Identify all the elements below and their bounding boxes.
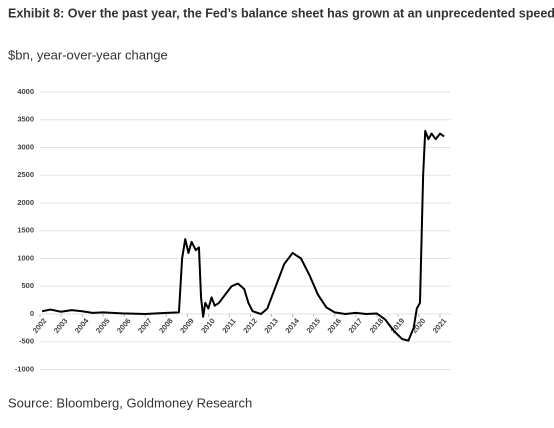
- y-tick-label: 1500: [17, 226, 34, 235]
- y-tick-label: 2500: [17, 170, 34, 179]
- data-line: [41, 129, 445, 342]
- y-tick-label: 3500: [17, 115, 34, 124]
- x-tick-label: 2003: [52, 316, 70, 335]
- x-tick-label: 2007: [136, 316, 154, 335]
- x-tick-label: 2011: [220, 317, 237, 335]
- x-tick-label: 2009: [178, 316, 196, 335]
- y-tick-label: -500: [19, 337, 34, 346]
- chart-subtitle: $bn, year-over-year change: [8, 47, 168, 62]
- y-tick-label: 0: [30, 309, 34, 318]
- x-tick-label: 2006: [115, 316, 133, 335]
- x-tick-label: 2019: [389, 316, 407, 335]
- x-tick-label: 2012: [241, 316, 259, 335]
- x-tick-label: 2016: [326, 316, 344, 335]
- y-tick-label: 1000: [17, 253, 34, 262]
- y-tick-label: 3000: [17, 142, 34, 151]
- chart-title: Exhibit 8: Over the past year, the Fed’s…: [8, 6, 554, 20]
- x-tick-label: 2008: [157, 316, 175, 335]
- x-tick-label: 2015: [304, 316, 322, 335]
- x-tick-label: 2013: [262, 316, 280, 335]
- y-tick-label: -1000: [15, 364, 34, 373]
- x-tick-label: 2002: [31, 316, 49, 335]
- x-tick-label: 2004: [73, 316, 91, 335]
- y-tick-label: 2000: [17, 198, 34, 207]
- y-tick-label: 500: [21, 281, 34, 290]
- source-note: Source: Bloomberg, Goldmoney Research: [8, 395, 252, 410]
- x-tick-label: 2014: [283, 316, 301, 335]
- x-tick-label: 2005: [94, 316, 112, 335]
- x-tick-label: 2010: [199, 316, 217, 335]
- x-tick-label: 2018: [368, 316, 386, 335]
- x-tick-label: 2021: [431, 316, 449, 335]
- y-tick-label: 4000: [17, 87, 34, 96]
- x-tick-label: 2017: [347, 316, 365, 335]
